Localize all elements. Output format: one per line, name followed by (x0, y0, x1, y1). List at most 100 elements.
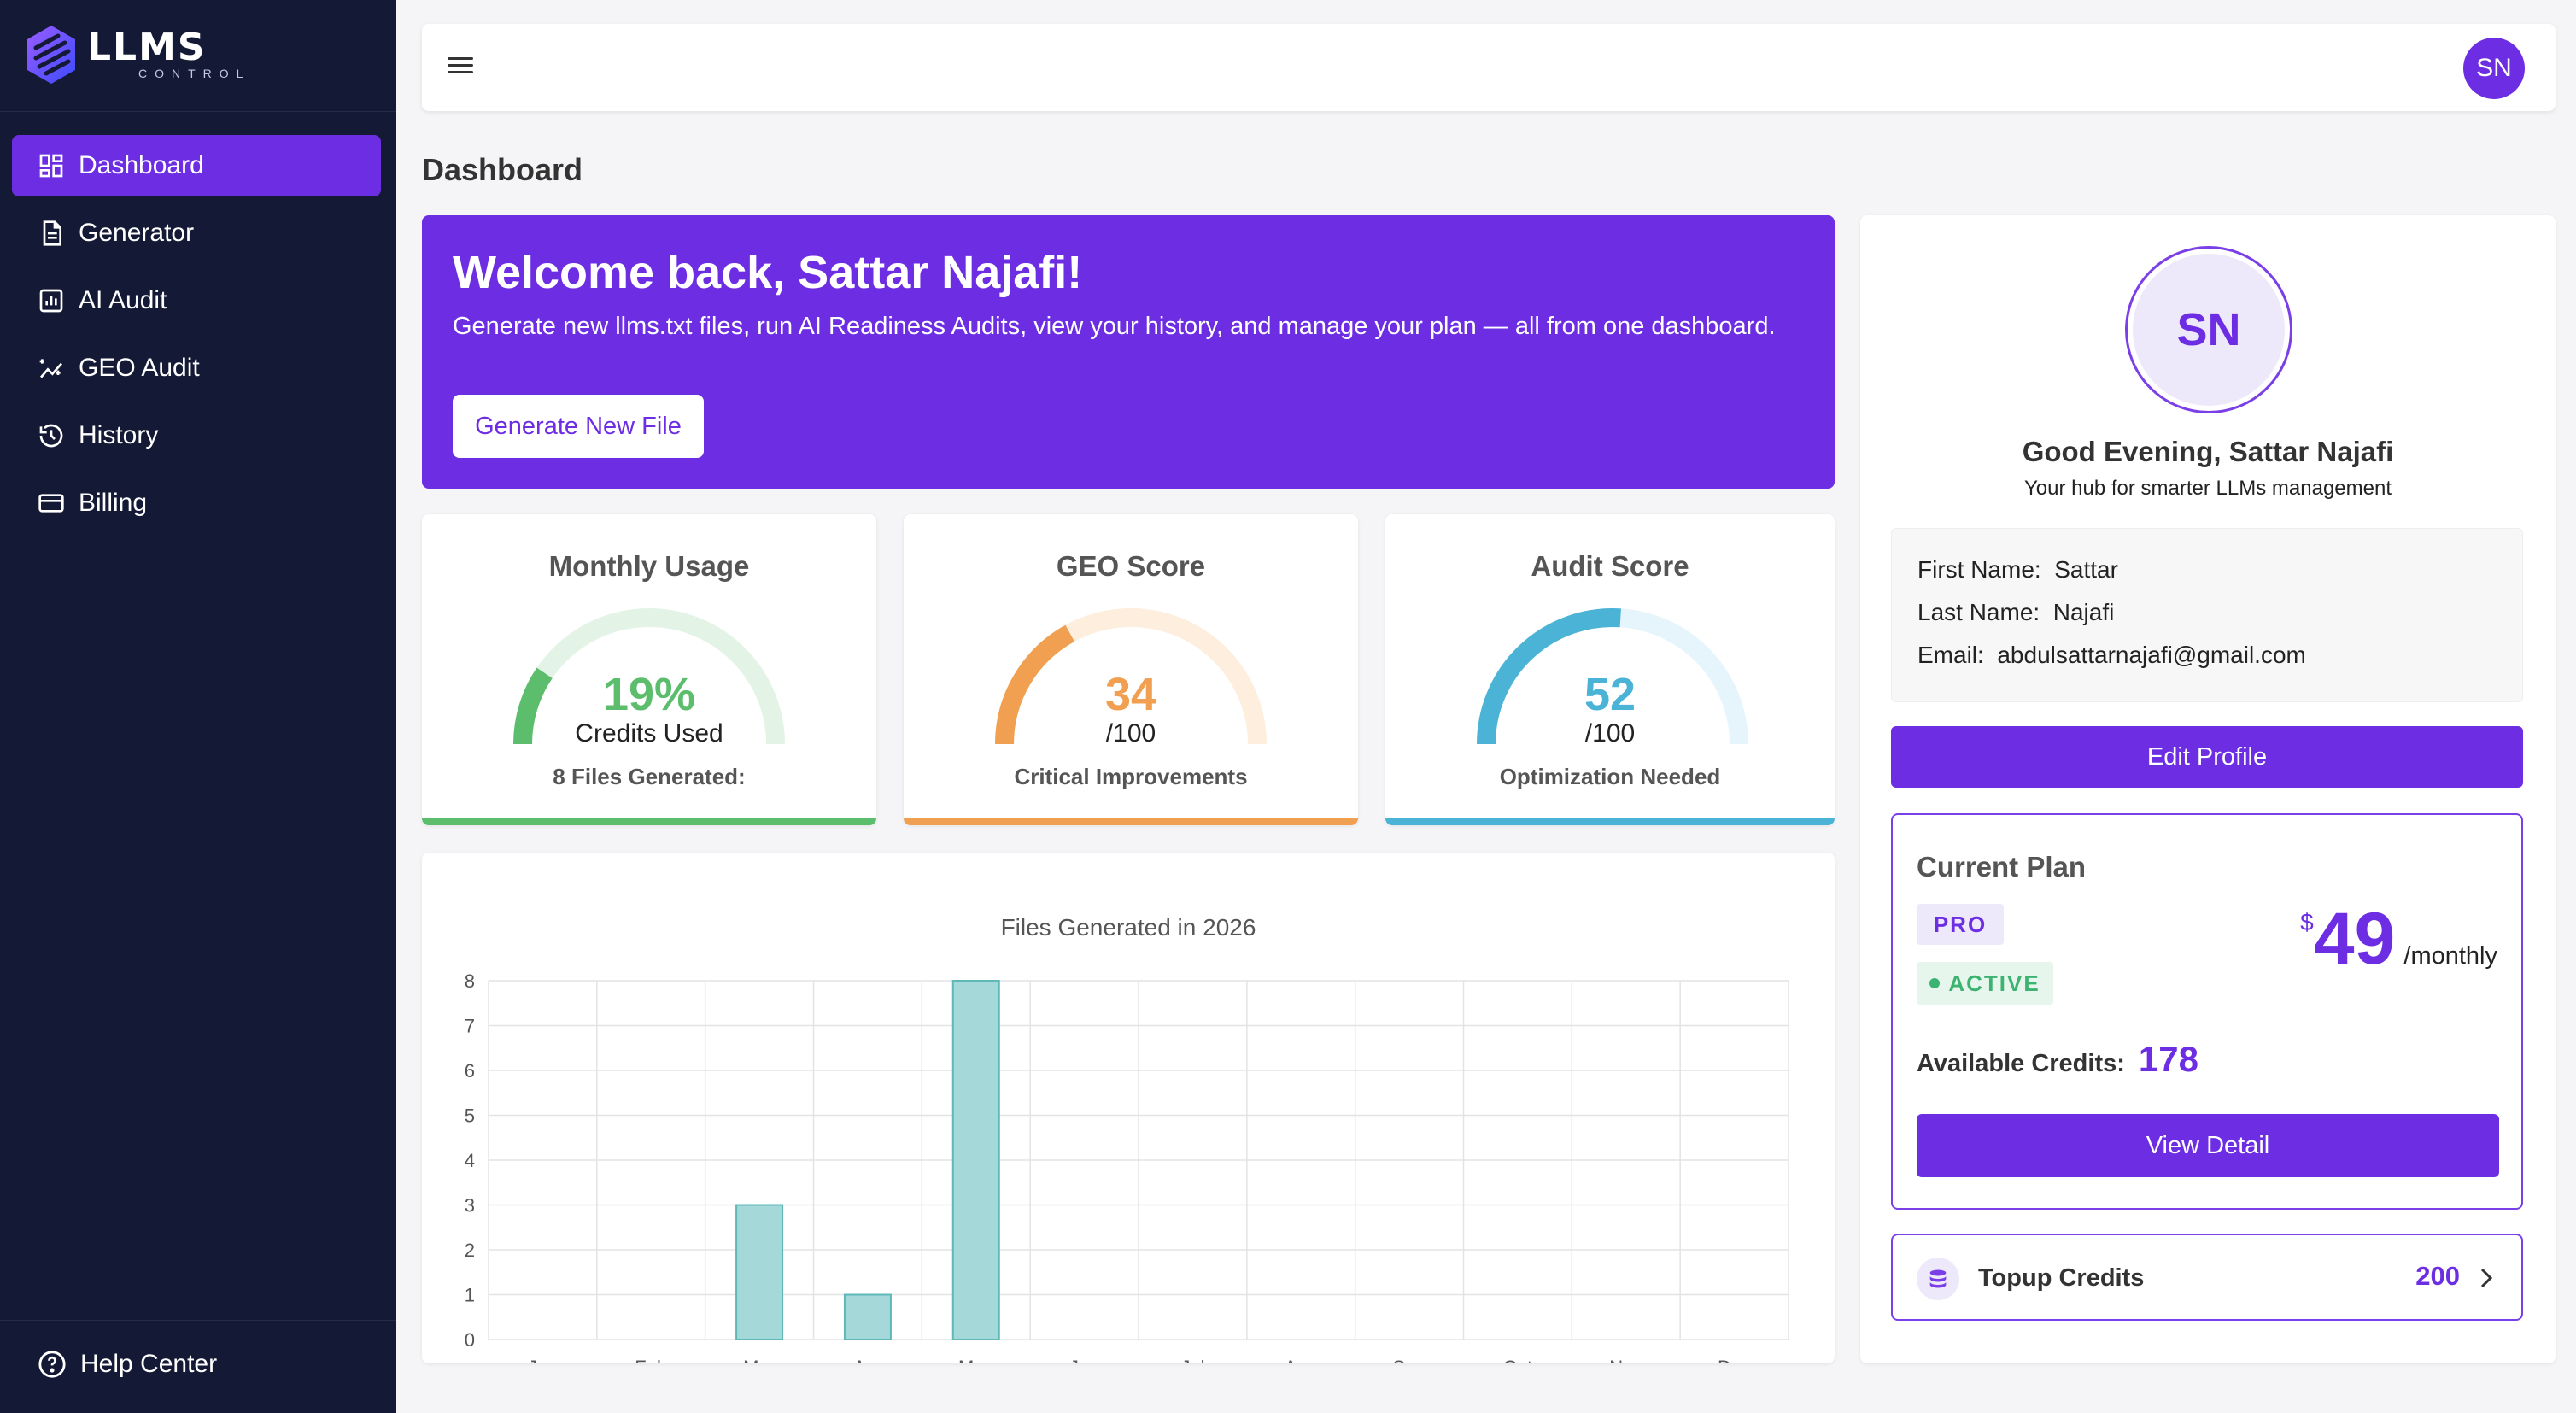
sidebar-item-label: Dashboard (79, 151, 204, 179)
audit-score-card: Audit Score 52 /100 Optimization Needed (1385, 514, 1835, 825)
y-tick-label: 8 (465, 970, 475, 992)
available-credits-row: Available Credits: 178 (1917, 1039, 2198, 1080)
gauge-subtitle: Credits Used (575, 719, 723, 748)
files-bar-chart: 0 1 2 3 4 5 6 7 8 Jan Feb Mar Apr May Jun Jul Aug Sep Oct N… (465, 970, 1789, 1363)
sidebar: LLMS CONTROL Dashboard Generator AI Audi… (0, 0, 396, 1413)
y-tick-label: 3 (465, 1195, 475, 1217)
x-tick-label: Apr (853, 1357, 882, 1363)
x-tick-label: Sep (1393, 1357, 1426, 1363)
document-icon (38, 220, 65, 247)
x-tick-label: Jul (1180, 1357, 1204, 1363)
y-tick-label: 1 (465, 1285, 475, 1306)
sidebar-item-ai-audit[interactable]: AI Audit (12, 270, 381, 331)
generate-new-file-button[interactable]: Generate New File (453, 395, 704, 458)
chart-icon (38, 287, 65, 314)
help-center-link[interactable]: Help Center (38, 1350, 217, 1379)
dashboard-icon (38, 152, 65, 179)
topup-label: Topup Credits (1978, 1264, 2145, 1292)
logo[interactable]: LLMS CONTROL (24, 22, 250, 87)
x-tick-label: Jan (528, 1357, 558, 1363)
x-tick-label: Mar (743, 1357, 776, 1363)
y-tick-label: 4 (465, 1150, 475, 1171)
profile-info-box: First Name: Sattar Last Name: Najafi Ema… (1891, 528, 2523, 702)
x-tick-label: Feb (635, 1357, 667, 1363)
sidebar-item-dashboard[interactable]: Dashboard (12, 135, 381, 196)
help-icon (38, 1350, 67, 1379)
y-tick-label: 6 (465, 1060, 475, 1082)
geo-gauge (995, 608, 1267, 745)
card-icon (38, 490, 65, 517)
plan-title: Current Plan (1917, 851, 2087, 882)
chevron-right-icon (2480, 1268, 2493, 1288)
current-plan-box: Current Plan PRO ACTIVE $ 49 /monthly Av… (1891, 813, 2523, 1210)
status-dot-icon (1929, 978, 1941, 988)
y-tick-label: 0 (465, 1329, 475, 1351)
card-footer: 8 Files Generated: (553, 764, 746, 789)
card-title: GEO Score (1056, 550, 1206, 582)
logo-title: LLMS (87, 26, 207, 69)
gauge-fill (513, 667, 553, 745)
email-label: Email: (1917, 642, 1984, 668)
sidebar-divider (0, 1320, 396, 1321)
card-title: Monthly Usage (548, 550, 750, 582)
x-tick-label: Jun (1069, 1357, 1099, 1363)
gauge-fill (995, 624, 1075, 745)
x-tick-label: Oct (1503, 1357, 1532, 1363)
help-center-label: Help Center (80, 1350, 218, 1378)
view-detail-button[interactable]: View Detail (1917, 1114, 2499, 1177)
welcome-banner: Welcome back, Sattar Najafi! Generate ne… (422, 215, 1835, 489)
avatar[interactable]: SN (2463, 38, 2525, 99)
card-footer: Critical Improvements (1014, 764, 1248, 789)
first-name-row: First Name: Sattar (1917, 556, 2118, 583)
first-name-value: Sattar (2054, 556, 2118, 583)
monthly-usage-card: Monthly Usage 19% Credits Used 8 Files G… (422, 514, 876, 825)
logo-mark-icon (27, 26, 75, 84)
sidebar-item-label: GEO Audit (79, 354, 200, 382)
chart-bar (735, 1204, 784, 1340)
gauge-value: 34 (1104, 669, 1157, 720)
files-chart-card: Files Generated in 2026 0 1 2 3 4 5 6 7 8 Jan Feb M… (422, 853, 1835, 1363)
sidebar-item-label: History (79, 421, 159, 449)
x-tick-label: Dec (1718, 1357, 1751, 1363)
gauge-fill (1477, 608, 1621, 745)
last-name-label: Last Name: (1917, 599, 2040, 625)
topup-value: 200 (2415, 1261, 2460, 1291)
email-row: Email: abdulsattarnajafi@gmail.com (1917, 642, 2306, 669)
profile-panel: SN Good Evening, Sattar Najafi Your hub … (1860, 215, 2556, 1363)
profile-avatar: SN (2125, 246, 2292, 413)
sidebar-divider (0, 111, 396, 112)
card-accent-bar (422, 818, 876, 825)
card-footer: Optimization Needed (1499, 764, 1721, 789)
price-period: /monthly (2403, 942, 2497, 970)
plan-tier-badge: PRO (1917, 904, 2004, 945)
chart-bar (951, 980, 1000, 1340)
gauge-value: 52 (1584, 669, 1636, 720)
sidebar-item-label: AI Audit (79, 286, 167, 314)
plan-price: $ 49 /monthly (2300, 902, 2497, 976)
gauge-subtitle: /100 (1105, 719, 1156, 748)
x-tick-label: Aug (1285, 1357, 1318, 1363)
logo-subtitle: CONTROL (138, 67, 251, 80)
sidebar-item-generator[interactable]: Generator (12, 202, 381, 264)
welcome-text: Generate new llms.txt files, run AI Read… (453, 313, 1776, 340)
x-tick-label: Nov (1609, 1357, 1642, 1363)
topup-credits-button[interactable]: Topup Credits 200 (1891, 1234, 2523, 1321)
plan-status-badge: ACTIVE (1917, 962, 2053, 1005)
edit-profile-button[interactable]: Edit Profile (1891, 726, 2523, 788)
y-tick-label: 2 (465, 1240, 475, 1261)
y-tick-label: 5 (465, 1105, 475, 1127)
card-title: Audit Score (1531, 550, 1689, 582)
last-name-row: Last Name: Najafi (1917, 599, 2114, 626)
audit-gauge (1477, 608, 1748, 745)
coins-icon (1917, 1258, 1959, 1300)
price-amount: 49 (2313, 898, 2396, 980)
topbar: SN (422, 24, 2556, 111)
sidebar-item-label: Generator (79, 219, 195, 247)
card-accent-bar (904, 818, 1358, 825)
sidebar-item-geo-audit[interactable]: GEO Audit (12, 337, 381, 399)
sidebar-item-history[interactable]: History (12, 405, 381, 466)
gauge-subtitle: /100 (1584, 719, 1636, 748)
sidebar-item-billing[interactable]: Billing (12, 472, 381, 534)
geo-score-card: GEO Score 34 /100 Critical Improvements (904, 514, 1358, 825)
hamburger-menu-icon[interactable] (448, 53, 473, 79)
